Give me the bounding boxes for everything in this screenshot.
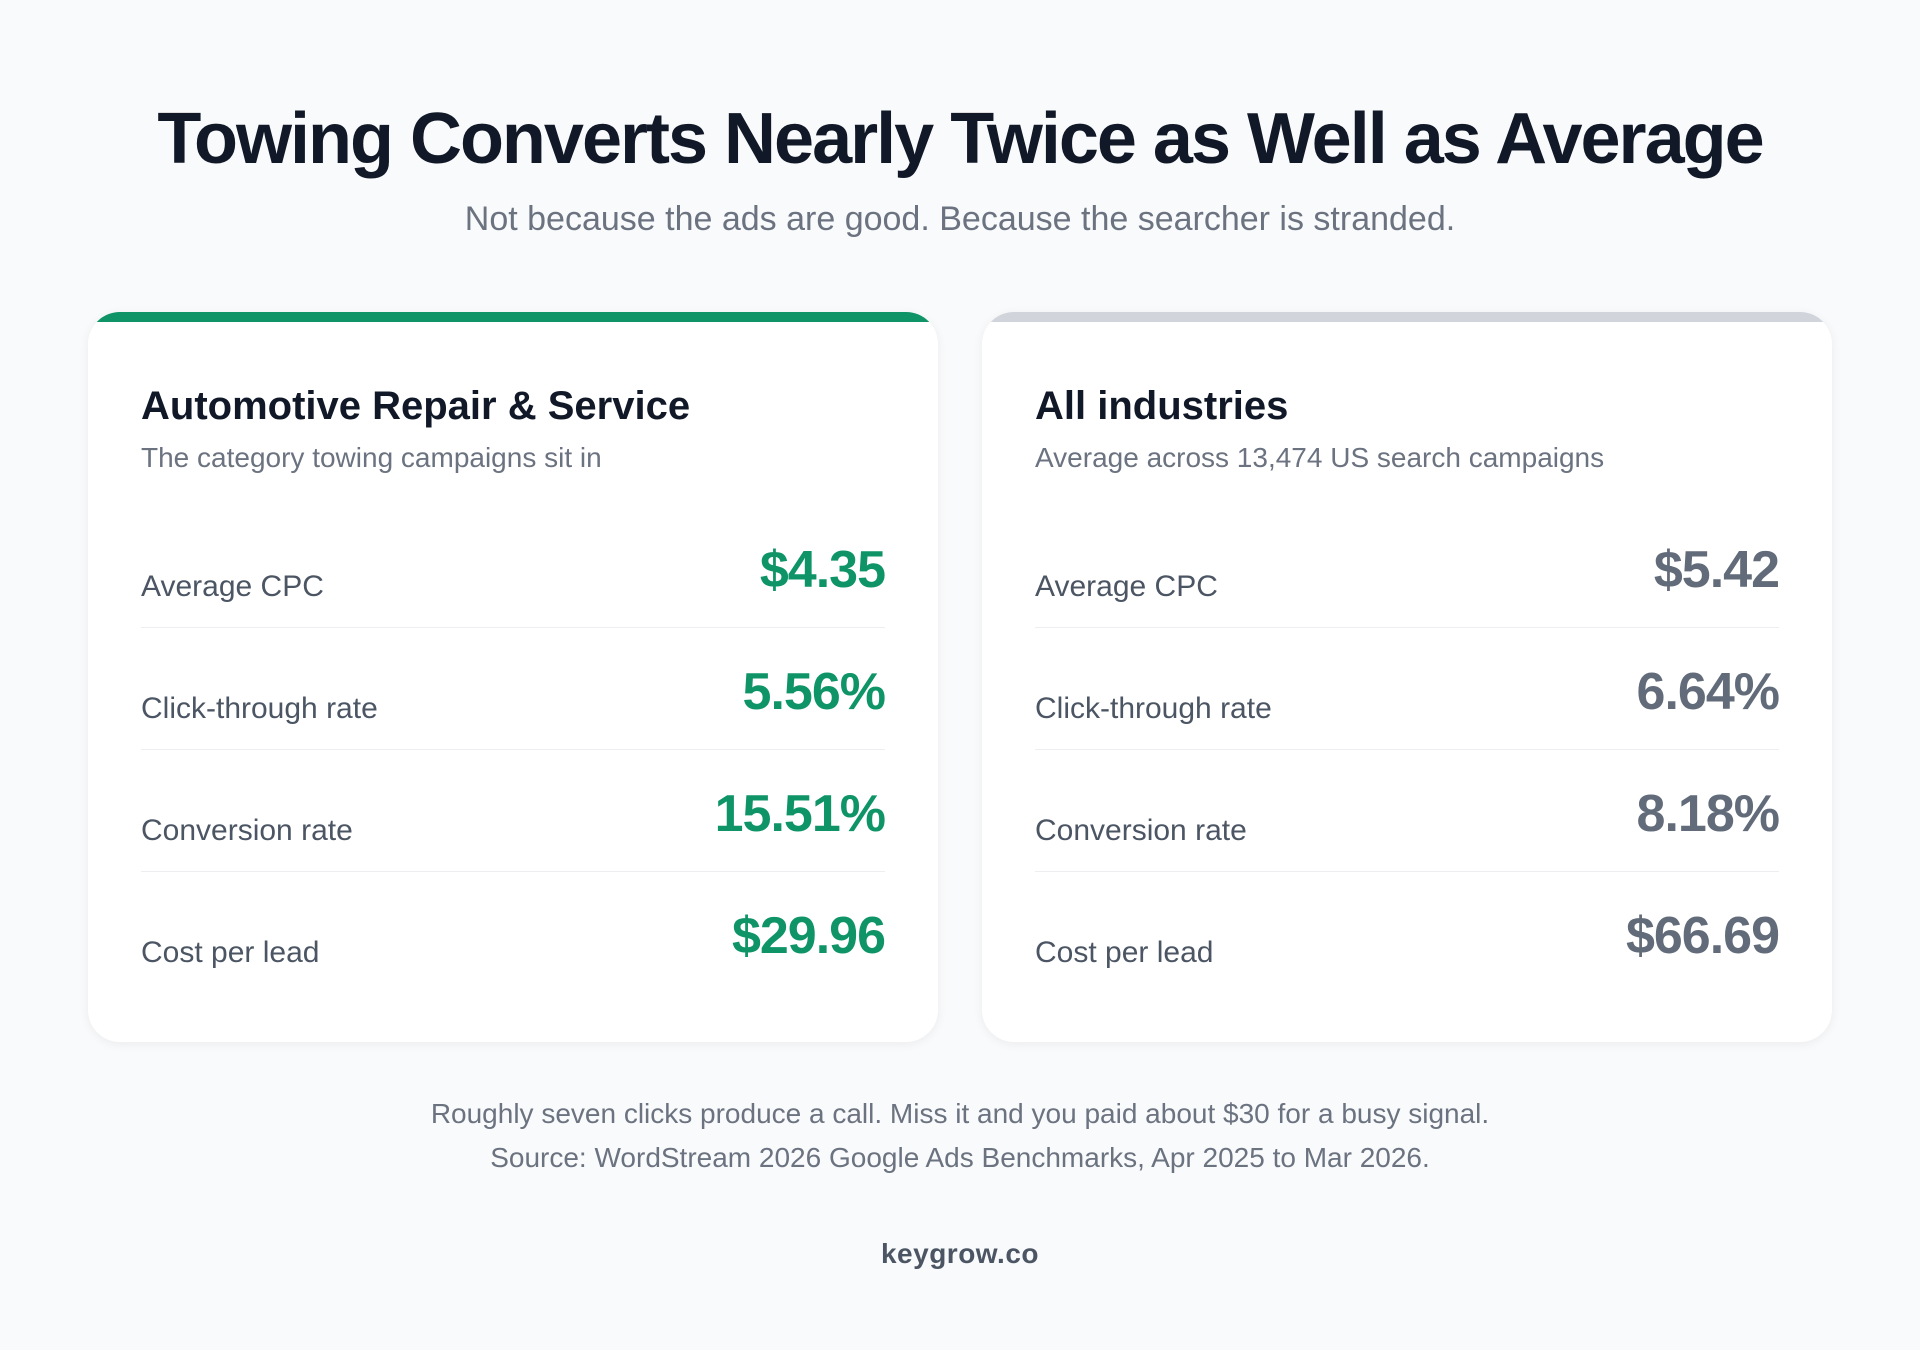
metric-row-cost-per-lead: Cost per lead $29.96 xyxy=(141,872,886,994)
metric-value: $4.35 xyxy=(759,541,886,599)
card-accent-bar xyxy=(982,312,1832,322)
footnote-note: Roughly seven clicks produce a call. Mis… xyxy=(430,1098,1490,1129)
brand-wordmark: keygrow.co xyxy=(880,1238,1039,1269)
card-accent-bar xyxy=(88,312,938,322)
metric-label: Cost per lead xyxy=(141,936,320,969)
card-automotive-repair: Automotive Repair & Service The category… xyxy=(88,312,938,1042)
page-title: Towing Converts Nearly Twice as Well as … xyxy=(157,99,1764,179)
card-subtitle: Average across 13,474 US search campaign… xyxy=(1035,442,1605,473)
metric-row-click-through-rate: Click-through rate 5.56% xyxy=(141,628,886,750)
metric-value: 8.18% xyxy=(1636,785,1780,843)
card-title: All industries xyxy=(1035,384,1289,428)
metric-label: Conversion rate xyxy=(1035,814,1247,847)
footnote-source: Source: WordStream 2026 Google Ads Bench… xyxy=(490,1142,1430,1173)
metric-row-conversion-rate: Conversion rate 8.18% xyxy=(1035,750,1780,872)
metric-label: Conversion rate xyxy=(141,814,353,847)
card-all-industries: All industries Average across 13,474 US … xyxy=(982,312,1832,1042)
metric-label: Click-through rate xyxy=(141,692,378,725)
metric-value: 15.51% xyxy=(714,785,886,843)
metric-label: Average CPC xyxy=(141,570,324,603)
metric-value: $29.96 xyxy=(731,907,886,965)
metric-row-average-cpc: Average CPC $5.42 xyxy=(1035,506,1780,628)
metrics-list: Average CPC $5.42 Click-through rate 6.6… xyxy=(1035,506,1780,994)
metric-value: $66.69 xyxy=(1625,907,1780,965)
metric-row-conversion-rate: Conversion rate 15.51% xyxy=(141,750,886,872)
metrics-list: Average CPC $4.35 Click-through rate 5.5… xyxy=(141,506,886,994)
metric-row-click-through-rate: Click-through rate 6.64% xyxy=(1035,628,1780,750)
card-subtitle: The category towing campaigns sit in xyxy=(141,442,602,473)
metric-label: Average CPC xyxy=(1035,570,1218,603)
page-subtitle: Not because the ads are good. Because th… xyxy=(464,200,1456,238)
metric-label: Click-through rate xyxy=(1035,692,1272,725)
metric-value: 5.56% xyxy=(742,663,886,721)
metric-row-average-cpc: Average CPC $4.35 xyxy=(141,506,886,628)
metric-label: Cost per lead xyxy=(1035,936,1214,969)
metric-value: 6.64% xyxy=(1636,663,1780,721)
card-title: Automotive Repair & Service xyxy=(141,384,691,428)
metric-row-cost-per-lead: Cost per lead $66.69 xyxy=(1035,872,1780,994)
metric-value: $5.42 xyxy=(1653,541,1780,599)
